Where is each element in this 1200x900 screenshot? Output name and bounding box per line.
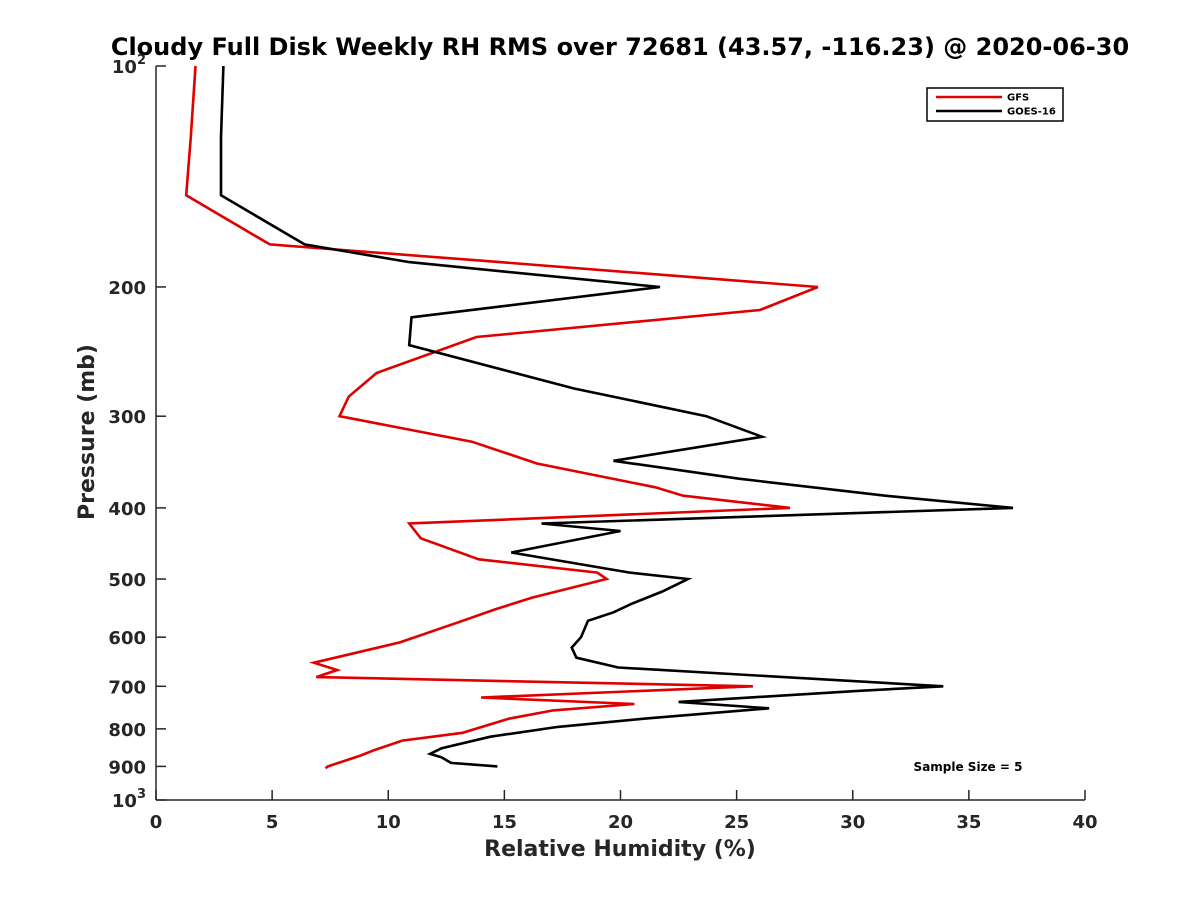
y-tick-label: 500 bbox=[108, 570, 146, 591]
axes: 0 5 10 15 20 25 30 35 40 102 200 300 400 500 600 700 800… bbox=[108, 53, 1097, 833]
y-tick-label: 900 bbox=[108, 757, 146, 778]
y-tick-label: 300 bbox=[108, 407, 146, 428]
legend-label: GFS bbox=[1007, 93, 1029, 104]
y-tick-label: 400 bbox=[108, 499, 146, 520]
x-tick-label: 10 bbox=[376, 812, 401, 833]
x-tick-label: 15 bbox=[492, 812, 517, 833]
x-tick-label: 5 bbox=[266, 812, 279, 833]
legend: GFS GOES-16 bbox=[926, 87, 1064, 122]
legend-box bbox=[926, 87, 1064, 122]
x-tick-label: 30 bbox=[840, 812, 865, 833]
y-tick-label: 600 bbox=[108, 628, 146, 649]
y-tick-label: 102 bbox=[112, 53, 146, 78]
series-line-goes-16 bbox=[219, 65, 1014, 768]
y-tick-label: 800 bbox=[108, 720, 146, 741]
y-tick-label: 700 bbox=[108, 677, 146, 698]
x-tick-label: 20 bbox=[608, 812, 633, 833]
x-tick-label: 35 bbox=[956, 812, 981, 833]
x-tick-label: 25 bbox=[724, 812, 749, 833]
series-line-gfs bbox=[184, 65, 819, 770]
plot-area bbox=[184, 65, 1014, 770]
legend-label: GOES-16 bbox=[1007, 107, 1056, 118]
y-axis-label: Pressure (mb) bbox=[75, 344, 100, 520]
x-tick-label: 40 bbox=[1072, 812, 1097, 833]
y-tick-label: 200 bbox=[108, 278, 146, 299]
x-axis-label: Relative Humidity (%) bbox=[484, 837, 756, 862]
chart-title: Cloudy Full Disk Weekly RH RMS over 7268… bbox=[111, 33, 1129, 61]
sample-size-annotation: Sample Size = 5 bbox=[914, 760, 1023, 774]
y-tick-label: 103 bbox=[112, 787, 146, 812]
x-tick-label: 0 bbox=[150, 812, 163, 833]
